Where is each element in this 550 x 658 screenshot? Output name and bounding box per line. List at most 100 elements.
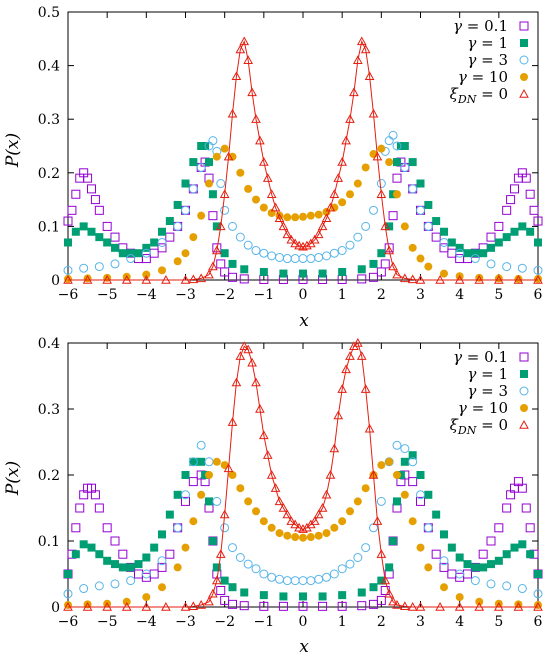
data-point-dn <box>180 601 191 611</box>
data-point-g1 <box>479 249 488 258</box>
data-point-g1 <box>502 233 511 242</box>
legend-label-g3: γ = 3 <box>467 382 508 400</box>
data-point-dn <box>290 519 301 529</box>
data-point-g10 <box>306 211 315 220</box>
data-point-dn <box>407 274 418 284</box>
data-point-g1 <box>64 570 72 578</box>
data-point-g10 <box>64 274 72 283</box>
data-point-g01 <box>478 549 488 559</box>
data-point-g1 <box>400 142 409 150</box>
data-point-g10 <box>416 543 425 552</box>
data-point-g3 <box>290 254 300 264</box>
data-point-g01 <box>439 562 449 572</box>
data-point-dn <box>360 384 371 393</box>
data-point-dn <box>102 274 113 284</box>
data-point-g1 <box>197 457 206 466</box>
data-point-g1 <box>518 540 527 549</box>
data-point-g3 <box>502 262 512 272</box>
data-point-g01 <box>517 483 527 493</box>
data-point-g10 <box>244 184 253 193</box>
data-point-dn <box>321 489 332 499</box>
data-point-g10 <box>142 270 151 279</box>
data-point-dn <box>204 269 214 279</box>
data-point-g3 <box>126 576 136 586</box>
data-point-g10 <box>346 507 354 516</box>
data-point-g01 <box>337 601 347 611</box>
legend-marker-g10 <box>520 404 528 412</box>
data-point-g3 <box>388 130 398 140</box>
data-point-g1 <box>79 540 88 549</box>
data-point-dn <box>227 417 238 426</box>
data-point-dn <box>251 377 261 387</box>
data-point-g1 <box>447 238 456 247</box>
data-point-dn <box>258 430 269 440</box>
data-point-g10 <box>424 563 433 572</box>
legend-marker-g3 <box>519 386 529 396</box>
data-point-dn <box>278 502 289 512</box>
data-point-g3 <box>439 237 449 247</box>
data-point-g01 <box>149 248 159 258</box>
data-point-g3 <box>361 221 371 231</box>
data-point-g01 <box>90 490 100 500</box>
series-g10 <box>64 457 542 610</box>
data-point-g10 <box>236 484 245 493</box>
data-point-dn <box>364 71 375 81</box>
data-point-g1 <box>463 560 472 569</box>
data-point-dn <box>247 357 257 367</box>
x-tick-label: −4 <box>136 614 157 630</box>
data-point-g3 <box>267 572 277 582</box>
data-point-dn <box>341 364 351 374</box>
data-point-g3 <box>275 252 284 262</box>
data-point-g3 <box>376 496 386 506</box>
series-g3 <box>63 130 543 275</box>
x-tick-label: 3 <box>416 614 425 630</box>
legend-label-g1: γ = 1 <box>467 34 508 52</box>
data-point-dn <box>533 274 543 284</box>
data-point-g01 <box>141 254 151 264</box>
data-point-g10 <box>346 190 354 199</box>
data-point-g3 <box>196 440 206 450</box>
data-point-g1 <box>408 158 417 167</box>
data-point-dn <box>309 234 320 244</box>
data-point-g01 <box>431 232 441 242</box>
ylabel-top: P(x) <box>3 133 23 168</box>
data-point-g3 <box>228 543 237 553</box>
data-point-g01 <box>439 243 449 253</box>
data-point-g1 <box>479 563 488 572</box>
data-point-g3 <box>314 252 324 262</box>
data-point-dn <box>208 261 218 271</box>
data-point-g10 <box>275 529 284 538</box>
data-point-g01 <box>157 243 167 253</box>
data-point-g1 <box>440 530 448 539</box>
data-point-g1 <box>71 227 80 236</box>
data-point-dn <box>196 273 207 283</box>
series-g1 <box>64 142 542 278</box>
data-point-g01 <box>71 523 81 533</box>
data-point-dn <box>337 384 348 393</box>
data-point-g01 <box>278 601 288 611</box>
data-point-g1 <box>189 158 198 167</box>
data-point-dn <box>161 274 171 284</box>
data-point-g3 <box>400 444 410 454</box>
data-point-g3 <box>173 523 183 533</box>
data-point-g10 <box>283 213 292 222</box>
data-point-dn <box>262 173 273 182</box>
data-point-g3 <box>79 584 89 594</box>
data-point-dn <box>317 221 328 231</box>
legend-label-dn: ξDN = 0 <box>450 416 508 437</box>
data-point-g3 <box>259 569 269 579</box>
legend-marker-g01 <box>519 21 529 31</box>
data-point-dn <box>219 509 230 519</box>
data-point-g1 <box>111 560 119 569</box>
data-point-g10 <box>408 243 417 252</box>
data-point-g1 <box>220 576 229 585</box>
data-point-g1 <box>205 497 213 506</box>
data-point-g1 <box>158 530 166 539</box>
y-tick-label: 0 <box>51 273 60 289</box>
data-point-g3 <box>455 569 465 579</box>
data-point-g3 <box>259 248 269 258</box>
y-tick-label: 0.5 <box>38 5 60 21</box>
data-point-g10 <box>158 583 166 592</box>
data-point-dn <box>82 274 93 284</box>
data-point-g10 <box>416 254 425 263</box>
